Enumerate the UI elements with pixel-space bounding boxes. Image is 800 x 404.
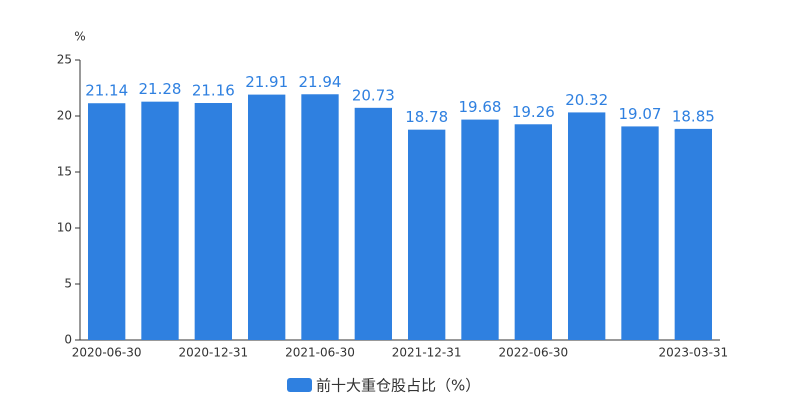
data-label: 21.16 [192, 82, 235, 100]
bar [568, 112, 606, 340]
bar [461, 119, 499, 340]
y-tick-label: 20 [57, 109, 72, 123]
y-tick-label: 15 [57, 165, 72, 179]
data-label: 21.94 [299, 73, 342, 91]
bar [141, 101, 179, 340]
bar [408, 129, 446, 340]
data-label: 21.14 [85, 82, 128, 100]
data-label: 18.85 [672, 107, 715, 125]
y-tick-label: 10 [57, 221, 72, 235]
x-tick-label: 2022-06-30 [498, 346, 568, 360]
data-label: 19.07 [619, 105, 662, 123]
bar [88, 103, 126, 341]
x-tick-label: 2021-12-31 [392, 346, 462, 360]
legend-label: 前十大重仓股占比（%） [316, 377, 480, 395]
bar [354, 107, 392, 340]
data-label: 20.73 [352, 86, 395, 104]
x-tick-label: 2023-03-31 [658, 346, 728, 360]
bar [514, 124, 552, 341]
data-label: 19.26 [512, 103, 555, 121]
x-tick-label: 2021-06-30 [285, 346, 355, 360]
y-tick-label: 25 [57, 53, 72, 67]
bar [621, 126, 659, 340]
data-label: 21.91 [245, 73, 288, 91]
bar [248, 94, 286, 340]
data-label: 20.32 [565, 91, 608, 109]
bar [194, 103, 232, 341]
y-tick-label: 5 [64, 277, 72, 291]
y-tick-label: 0 [64, 333, 72, 347]
data-label: 19.68 [459, 98, 502, 116]
x-tick-label: 2020-06-30 [72, 346, 142, 360]
data-label: 18.78 [405, 108, 448, 126]
x-tick-label: 2020-12-31 [178, 346, 248, 360]
legend-swatch [287, 378, 312, 392]
y-unit: % [74, 30, 85, 44]
bar [301, 94, 339, 340]
bar [674, 128, 712, 340]
data-label: 21.28 [139, 80, 182, 98]
